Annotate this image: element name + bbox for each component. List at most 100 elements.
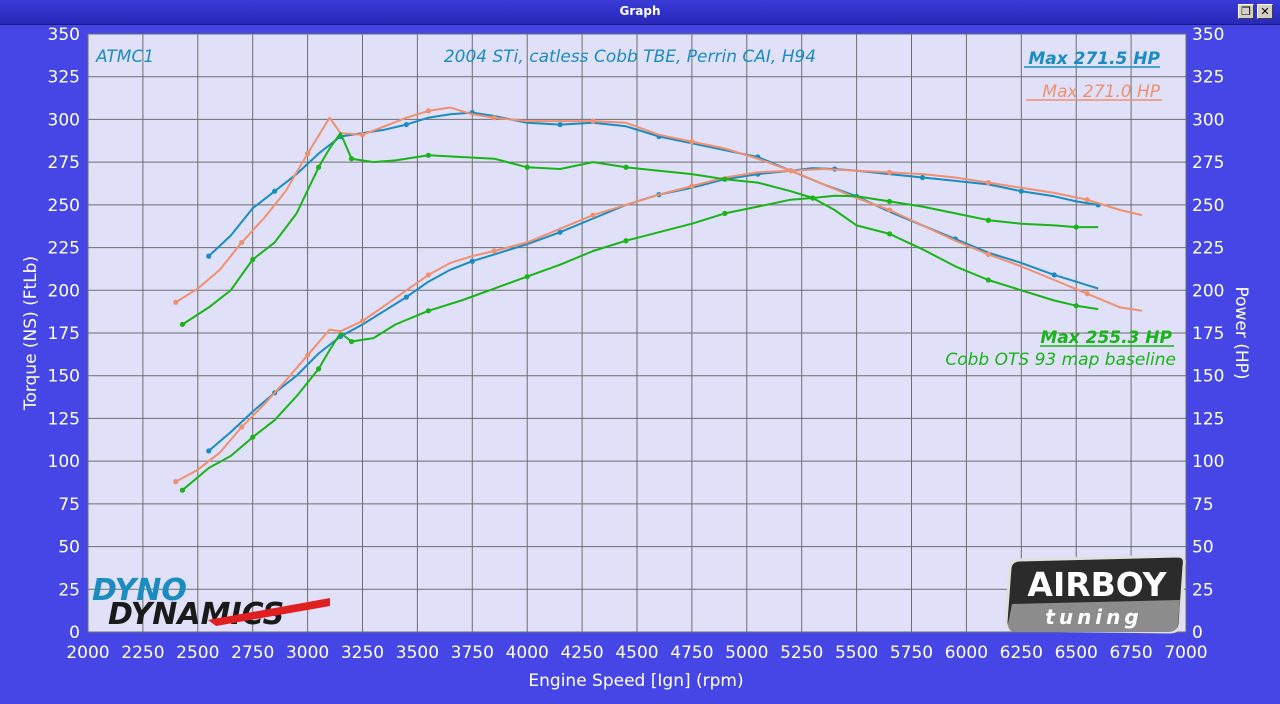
curve-marker xyxy=(491,115,497,121)
y-left-tick-label: 125 xyxy=(48,409,80,429)
baseline-label: Cobb OTS 93 map baseline xyxy=(945,350,1176,370)
curve-marker xyxy=(788,168,794,174)
x-tick-label: 6500 xyxy=(1055,643,1098,663)
curves xyxy=(173,106,1143,493)
y-right-tick-labels: 0 25 50 75 100 125 150 175 200 225 250 275 300 325 350 xyxy=(1192,25,1224,643)
curve-marker xyxy=(810,195,816,201)
y-left-tick-label: 275 xyxy=(48,153,80,173)
curve-marker xyxy=(179,487,186,493)
x-tick-label: 5250 xyxy=(780,643,823,663)
y-right-axis-label: Power (HP) xyxy=(1231,286,1251,379)
restore-button[interactable]: ❐ xyxy=(1238,4,1254,19)
run-label: ATMC1 xyxy=(95,47,154,67)
x-tick-label: 4250 xyxy=(560,643,603,663)
curve-marker xyxy=(919,174,926,181)
curve-marker xyxy=(524,274,530,280)
curve-marker xyxy=(689,183,695,189)
curve-marker xyxy=(886,169,893,175)
curve-marker xyxy=(491,248,497,254)
curve-marker xyxy=(557,121,563,128)
curve-marker xyxy=(590,118,596,124)
curve-marker xyxy=(689,139,695,145)
x-tick-label: 5750 xyxy=(890,643,933,663)
curve-marker xyxy=(985,180,991,186)
curve-marker xyxy=(425,152,431,158)
curve-marker xyxy=(250,256,256,263)
close-button[interactable]: ✕ xyxy=(1257,4,1273,19)
curve-marker xyxy=(886,207,893,213)
x-tick-label: 2000 xyxy=(66,643,109,663)
x-tick-label: 2750 xyxy=(231,643,274,663)
curve-power-1 xyxy=(208,167,1099,452)
curve-power-5 xyxy=(181,194,1099,491)
y-left-tick-label: 75 xyxy=(58,495,80,515)
curve-marker xyxy=(1084,197,1090,203)
curve-marker xyxy=(425,272,431,278)
y-left-tick-label: 200 xyxy=(48,281,80,301)
chart-title: 2004 STi, catless Cobb TBE, Perrin CAI, … xyxy=(444,47,816,67)
y-left-tick-label: 25 xyxy=(58,580,80,600)
curve-marker xyxy=(1073,224,1079,230)
y-right-tick-label: 75 xyxy=(1192,495,1214,515)
dyno-logo-line1: DYNO xyxy=(92,573,187,608)
y-left-tick-label: 300 xyxy=(48,110,80,130)
curve-marker xyxy=(425,108,431,114)
curve-marker xyxy=(173,479,179,485)
y-left-tick-label: 175 xyxy=(48,324,80,344)
curve-marker xyxy=(250,434,256,440)
y-right-tick-label: 0 xyxy=(1192,623,1203,643)
x-tick-label: 2250 xyxy=(121,643,164,663)
y-left-tick-label: 225 xyxy=(48,239,80,259)
x-tick-label: 4000 xyxy=(506,643,549,663)
x-tick-label: 6000 xyxy=(945,643,988,663)
y-left-tick-label: 150 xyxy=(48,367,80,387)
grid-lines xyxy=(87,33,1187,633)
curve-marker xyxy=(722,176,728,182)
airboy-logo: AIRBOY tuning xyxy=(1004,554,1186,634)
curve-marker xyxy=(305,352,311,358)
curve-marker xyxy=(315,164,322,170)
curve-marker xyxy=(173,299,179,305)
max-hp-annotation-orange: Max 271.0 HP xyxy=(1042,82,1160,102)
curve-marker xyxy=(315,366,322,372)
airboy-logo-text: AIRBOY xyxy=(1027,565,1167,604)
y-left-tick-label: 100 xyxy=(48,452,80,472)
y-left-tick-label: 250 xyxy=(48,196,80,216)
curve-marker xyxy=(239,424,245,430)
curve-marker xyxy=(179,321,186,328)
curve-marker xyxy=(348,338,355,345)
curve-marker xyxy=(985,251,991,258)
x-tick-label: 3000 xyxy=(286,643,329,663)
x-tick-label: 3500 xyxy=(396,643,439,663)
x-tick-label: 4750 xyxy=(670,643,713,663)
curve-marker xyxy=(425,308,431,314)
y-right-tick-label: 25 xyxy=(1192,580,1214,600)
x-tick-label: 3750 xyxy=(451,643,494,663)
y-left-tick-label: 350 xyxy=(48,25,80,45)
y-left-tick-label: 50 xyxy=(58,538,80,558)
curve-marker xyxy=(403,294,410,300)
y-right-tick-label: 125 xyxy=(1192,409,1224,429)
curve-marker xyxy=(359,318,366,324)
curve-marker xyxy=(272,188,278,194)
x-tick-label: 5500 xyxy=(835,643,878,663)
curve-power-3 xyxy=(175,168,1143,483)
y-left-tick-label: 0 xyxy=(69,623,80,643)
curve-marker xyxy=(590,212,596,218)
curve-marker xyxy=(985,277,991,283)
curve-torque-4 xyxy=(181,132,1099,326)
y-right-tick-label: 200 xyxy=(1192,281,1224,301)
curve-marker xyxy=(469,258,475,264)
curve-marker xyxy=(359,132,366,138)
x-tick-label: 4500 xyxy=(615,643,658,663)
curve-marker xyxy=(1018,188,1024,194)
title-bar[interactable]: Graph ❐ ✕ xyxy=(0,0,1280,25)
curve-marker xyxy=(524,164,530,170)
curve-marker xyxy=(1084,291,1090,297)
x-tick-label: 6250 xyxy=(1000,643,1043,663)
curve-marker xyxy=(1073,303,1079,309)
curve-marker xyxy=(886,198,893,205)
y-left-tick-labels: 0 25 50 75 100 125 150 175 200 225 250 275 300 325 350 xyxy=(48,25,80,643)
